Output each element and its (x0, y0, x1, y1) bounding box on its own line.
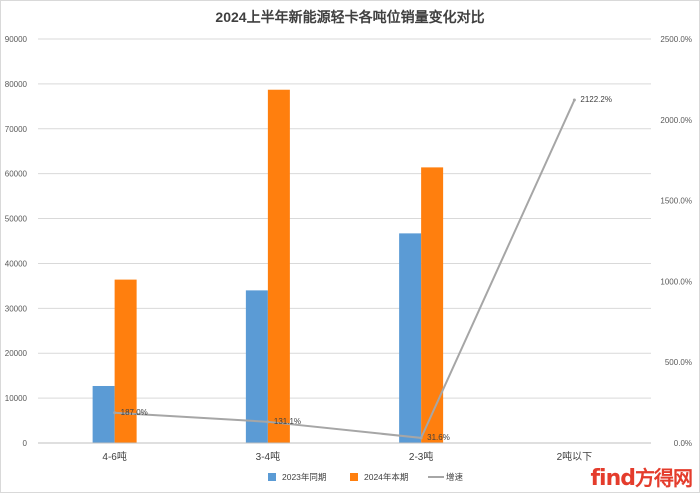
x-tick-label: 3-4吨 (256, 450, 280, 463)
legend-label: 2023年同期 (282, 472, 326, 482)
legend-swatch (350, 473, 358, 481)
left-tick-label: 0 (23, 439, 28, 448)
bar-this-year (267, 89, 290, 444)
growth-data-label: 31.6% (427, 433, 450, 442)
legend-label: 2024年本期 (364, 472, 408, 482)
x-tick-label: 4-6吨 (102, 450, 126, 463)
legend-label: 增速 (446, 472, 464, 482)
left-tick-label: 20000 (5, 349, 28, 358)
legend: 2023年同期 2024年本期 增速 (268, 472, 464, 482)
chart-title: 2024上半年新能源轻卡各吨位销量变化对比 (215, 9, 484, 25)
growth-point (113, 411, 117, 415)
bar-this-year (114, 279, 137, 443)
growth-point (266, 420, 270, 424)
left-tick-label: 10000 (5, 394, 28, 403)
left-tick-label: 70000 (5, 125, 28, 134)
bars (92, 89, 444, 444)
left-tick-label: 90000 (5, 35, 28, 44)
left-tick-label: 80000 (5, 80, 28, 89)
right-tick-label: 1000.0% (660, 277, 692, 286)
right-tick-label: 0.0% (674, 439, 692, 448)
right-tick-label: 2500.0% (660, 35, 692, 44)
bar-prev-year (92, 385, 115, 443)
bar-this-year (421, 167, 444, 444)
bar-prev-year (245, 290, 268, 443)
find-watermark-logo: find方得网 (590, 462, 693, 491)
bar-prev-year (399, 233, 422, 443)
watermark-text-b: 方得网 (635, 466, 693, 490)
watermark-text-a: find (590, 466, 636, 491)
growth-data-label: 131.1% (274, 417, 301, 426)
growth-data-label: 187.0% (121, 408, 148, 417)
right-tick-label: 2000.0% (660, 116, 692, 125)
right-tick-label: 1500.0% (660, 197, 692, 206)
left-tick-label: 50000 (5, 215, 28, 224)
left-tick-label: 40000 (5, 259, 28, 268)
x-tick-label: 2-3吨 (409, 450, 433, 463)
growth-point (419, 436, 423, 440)
left-axis: 0 10000 20000 30000 40000 50000 60000 70000 8000… (5, 35, 28, 448)
growth-point (572, 98, 576, 102)
growth-line: 187.0% 131.1% 31.6% 2122.2% (113, 95, 612, 442)
left-tick-label: 30000 (5, 304, 28, 313)
x-axis: 4-6吨 3-4吨 2-3吨 2吨以下 (38, 442, 651, 463)
right-tick-label: 500.0% (665, 358, 692, 367)
growth-line-path (114, 99, 576, 439)
x-tick-label: 2吨以下 (557, 450, 593, 463)
right-axis: 0.0% 500.0% 1000.0% 1500.0% 2000.0% 2500.0% (660, 35, 692, 448)
legend-swatch (268, 473, 276, 481)
growth-data-label: 2122.2% (580, 95, 612, 104)
left-tick-label: 60000 (5, 170, 28, 179)
